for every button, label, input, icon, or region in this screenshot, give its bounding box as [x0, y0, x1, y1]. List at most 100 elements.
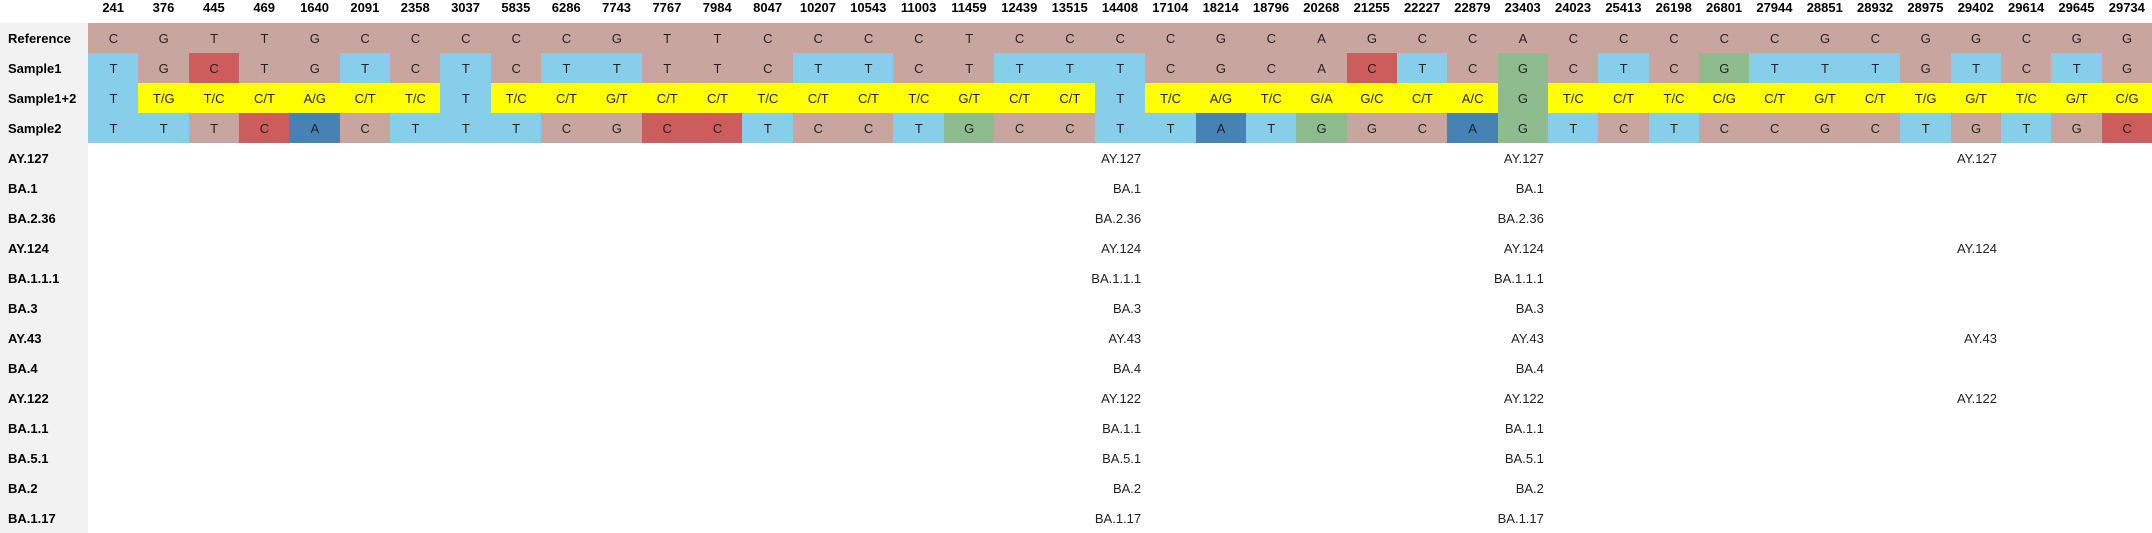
lineage-marker: BA.1: [1112, 180, 1142, 196]
base-cell: C: [1044, 113, 1096, 143]
base-cell: T: [390, 113, 441, 143]
lineage-marker: AY.122: [1503, 390, 1544, 406]
base-cell: C: [541, 23, 592, 53]
base-cell: C: [1547, 53, 1599, 83]
lineage-marker: BA.2: [1515, 480, 1544, 496]
position-header: 28932: [1857, 0, 1894, 15]
position-header: 25413: [1605, 0, 1642, 15]
base-cell: C: [1749, 113, 1801, 143]
base-cell: G: [591, 23, 643, 53]
lineage-marker: BA.4: [1515, 360, 1544, 376]
base-cell: T: [1950, 53, 2002, 83]
base-cell: T: [943, 53, 995, 83]
position-header: 29645: [2058, 0, 2095, 15]
base-cell: G/T: [943, 83, 995, 113]
base-cell: G: [2051, 113, 2103, 143]
lineage-marker: BA.1.1.1: [1494, 270, 1544, 286]
base-cell: T: [138, 113, 190, 143]
base-cell: C: [1849, 113, 1901, 143]
base-cell: T: [742, 113, 794, 143]
lineage-marker: BA.1.1: [1504, 420, 1544, 436]
base-cell: T: [1094, 53, 1146, 83]
position-header: 12439: [1001, 0, 1038, 15]
lineage-marker: BA.1.17: [1094, 510, 1142, 526]
position-header: 22227: [1403, 0, 1441, 15]
lineage-marker: AY.127: [1101, 150, 1142, 166]
base-cell: T: [1799, 53, 1851, 83]
lineage-marker: BA.3: [1112, 300, 1142, 316]
base-cell: G/T: [1950, 83, 2002, 113]
base-cell: G: [1900, 53, 1952, 83]
base-cell: C: [792, 113, 844, 143]
base-cell: C: [1648, 23, 1700, 53]
base-cell: A: [1447, 113, 1499, 143]
position-header: 27944: [1756, 0, 1793, 15]
base-cell: T: [188, 23, 240, 53]
base-cell: C: [1648, 53, 1700, 83]
base-cell: T: [1094, 83, 1146, 113]
lineage-label: BA.1.1.1: [0, 263, 88, 293]
base-cell: C/G: [2101, 83, 2152, 113]
base-cell: T: [239, 53, 290, 83]
lineage-label: BA.3: [0, 293, 88, 323]
lineage-label: AY.124: [0, 233, 88, 263]
position-header: 7984: [702, 0, 732, 15]
base-cell: G: [289, 23, 341, 53]
base-cell: C: [1245, 53, 1297, 83]
base-cell: A: [1296, 53, 1348, 83]
base-cell: C: [1145, 23, 1196, 53]
position-header: 14408: [1101, 0, 1139, 15]
base-cell: C: [742, 23, 794, 53]
base-cell: G: [1497, 83, 1549, 113]
lineage-marker: AY.122: [1101, 390, 1142, 406]
base-cell: G/T: [1799, 83, 1851, 113]
lineage-marker: BA.1.1: [1102, 420, 1142, 436]
base-cell: C: [1094, 23, 1146, 53]
base-cell: G/C: [1346, 83, 1398, 113]
base-cell: A: [1497, 23, 1549, 53]
base-cell: T: [591, 53, 643, 83]
base-cell: C: [2000, 53, 2052, 83]
base-cell: C/T: [994, 83, 1045, 113]
lineage-marker: AY.127: [1503, 150, 1544, 166]
row-label: Sample2: [0, 113, 88, 143]
position-header: 21255: [1353, 0, 1390, 15]
position-header: 20268: [1303, 0, 1340, 15]
lineage-label: BA.4: [0, 353, 88, 383]
lineage-label: AY.127: [0, 143, 88, 173]
lineage-label: BA.1: [0, 173, 88, 203]
base-cell: C/T: [843, 83, 894, 113]
base-cell: T: [1598, 53, 1650, 83]
position-header: 24023: [1554, 0, 1592, 15]
base-cell: C: [88, 23, 139, 53]
lineage-label: BA.5.1: [0, 443, 88, 473]
base-cell: T: [1396, 53, 1448, 83]
base-cell: C: [1346, 53, 1398, 83]
position-header: 8047: [753, 0, 783, 15]
base-cell: C: [339, 113, 391, 143]
base-cell: G: [1698, 53, 1750, 83]
base-cell: C: [1547, 23, 1599, 53]
base-cell: G: [138, 53, 190, 83]
lineage-label: BA.1.1: [0, 413, 88, 443]
base-cell: T: [440, 113, 492, 143]
base-cell: C: [1849, 23, 1901, 53]
base-cell: C/G: [1698, 83, 1750, 113]
base-cell: C: [1749, 23, 1801, 53]
base-cell: T: [2000, 113, 2052, 143]
lineage-marker: BA.3: [1515, 300, 1544, 316]
base-cell: T: [541, 53, 592, 83]
position-header: 11003: [900, 0, 937, 15]
base-cell: A/C: [1447, 83, 1499, 113]
position-header: 10207: [799, 0, 836, 15]
base-cell: C: [1396, 113, 1448, 143]
base-cell: C: [390, 23, 441, 53]
base-cell: T/G: [138, 83, 190, 113]
base-cell: T: [994, 53, 1045, 83]
base-cell: C: [692, 113, 743, 143]
base-cell: C/T: [339, 83, 391, 113]
position-header: 2091: [350, 0, 380, 15]
base-cell: T: [188, 113, 240, 143]
base-cell: C: [440, 23, 492, 53]
base-cell: T: [1849, 53, 1901, 83]
